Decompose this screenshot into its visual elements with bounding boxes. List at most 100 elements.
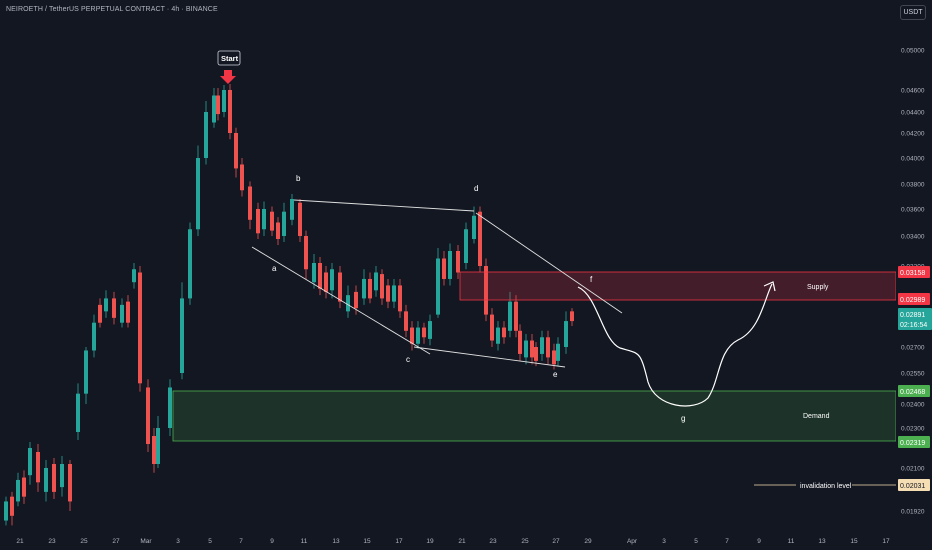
candle-down[interactable] [112, 291, 116, 325]
candle-up[interactable] [556, 337, 560, 367]
candle-up[interactable] [330, 263, 334, 299]
candle-up[interactable] [212, 88, 216, 128]
candle-up[interactable] [392, 278, 396, 309]
candle-down[interactable] [216, 88, 220, 121]
candle-up[interactable] [28, 442, 32, 485]
candle-up[interactable] [362, 269, 366, 305]
candle-down[interactable] [270, 206, 274, 237]
candle-down[interactable] [404, 304, 408, 338]
candle-up[interactable] [156, 416, 160, 468]
candle-down[interactable] [502, 321, 506, 344]
candle-up[interactable] [496, 321, 500, 351]
candle-up[interactable] [60, 456, 64, 497]
candle-up[interactable] [290, 194, 294, 226]
candle-up[interactable] [262, 201, 266, 237]
candle-up[interactable] [222, 85, 226, 118]
candle-down[interactable] [380, 269, 384, 305]
candle-up[interactable] [416, 321, 420, 349]
candle-down[interactable] [52, 458, 56, 500]
candle-down[interactable] [546, 330, 550, 365]
candle-down[interactable] [298, 199, 302, 242]
candle-up[interactable] [540, 330, 544, 361]
candle-up[interactable] [16, 472, 20, 507]
projection-path[interactable] [577, 283, 773, 407]
invalidation-label: invalidation level [800, 483, 852, 490]
candle-up[interactable] [204, 101, 208, 165]
candle-down[interactable] [304, 230, 308, 279]
time-axis[interactable] [0, 532, 896, 550]
candle-up[interactable] [180, 282, 184, 380]
candle-up[interactable] [524, 334, 528, 365]
candle-up[interactable] [374, 266, 378, 297]
candle-down[interactable] [442, 251, 446, 286]
candle-down[interactable] [386, 278, 390, 309]
candle-up[interactable] [92, 314, 96, 358]
candle-down[interactable] [484, 258, 488, 322]
candle-down[interactable] [138, 266, 142, 392]
candle-down[interactable] [36, 444, 40, 492]
candle-up[interactable] [44, 460, 48, 502]
currency-unit-button[interactable]: USDT [900, 5, 926, 20]
candle-up[interactable] [4, 496, 8, 526]
candle-down[interactable] [422, 322, 426, 344]
candle-down[interactable] [234, 127, 238, 178]
candle-down[interactable] [410, 321, 414, 351]
candle-down[interactable] [240, 158, 244, 197]
candle-countdown: 02:16:54 [900, 322, 927, 329]
candle-down[interactable] [514, 295, 518, 338]
candle-body [76, 393, 80, 432]
candle-up[interactable] [168, 379, 172, 436]
candle-up[interactable] [346, 285, 350, 318]
candle-down[interactable] [10, 491, 14, 526]
candle-down[interactable] [126, 295, 130, 328]
candle-down[interactable] [68, 460, 72, 511]
candle-down[interactable] [368, 272, 372, 304]
supply-zone[interactable] [459, 271, 897, 301]
candle-up[interactable] [196, 145, 200, 237]
demand-zone[interactable] [172, 390, 897, 442]
candle-body [534, 347, 538, 361]
candle-up[interactable] [428, 314, 432, 346]
candle-up[interactable] [282, 202, 286, 242]
candle-down[interactable] [152, 428, 156, 473]
candle-up[interactable] [448, 243, 452, 286]
candle-down[interactable] [276, 217, 280, 245]
candle-up[interactable] [464, 222, 468, 270]
candle-down[interactable] [530, 334, 534, 365]
candle-up[interactable] [312, 254, 316, 289]
candle-up[interactable] [188, 222, 192, 305]
candle-down[interactable] [570, 308, 574, 326]
trendline-lower-ce[interactable] [413, 346, 566, 368]
candle-up[interactable] [84, 347, 88, 404]
candle-down[interactable] [248, 181, 252, 230]
candle-down[interactable] [518, 324, 522, 361]
candle-up[interactable] [104, 290, 108, 318]
candle-down[interactable] [318, 257, 322, 296]
candle-up[interactable] [564, 311, 568, 354]
candle-down[interactable] [228, 84, 232, 140]
candle-down[interactable] [256, 202, 260, 239]
trendline-lower-ac[interactable] [251, 246, 431, 355]
candle-up[interactable] [472, 206, 476, 244]
candle-down[interactable] [398, 278, 402, 318]
candle-down[interactable] [456, 245, 460, 279]
candle-body [354, 291, 358, 309]
candle-down[interactable] [478, 206, 482, 273]
trendline-descending-df[interactable] [475, 212, 623, 314]
candle-up[interactable] [436, 248, 440, 318]
candle-up[interactable] [132, 263, 136, 289]
time-tick-label: 9 [270, 538, 274, 545]
candle-down[interactable] [98, 298, 102, 328]
candle-down[interactable] [534, 342, 538, 367]
candle-up[interactable] [76, 383, 80, 440]
trendline-upper-bc[interactable] [293, 199, 475, 212]
candle-up[interactable] [508, 291, 512, 338]
candle-down[interactable] [324, 266, 328, 299]
candle-down[interactable] [490, 308, 494, 347]
candle-up[interactable] [120, 298, 124, 328]
candle-down[interactable] [146, 379, 150, 452]
candle-down[interactable] [338, 266, 342, 309]
candle-down[interactable] [22, 470, 26, 504]
